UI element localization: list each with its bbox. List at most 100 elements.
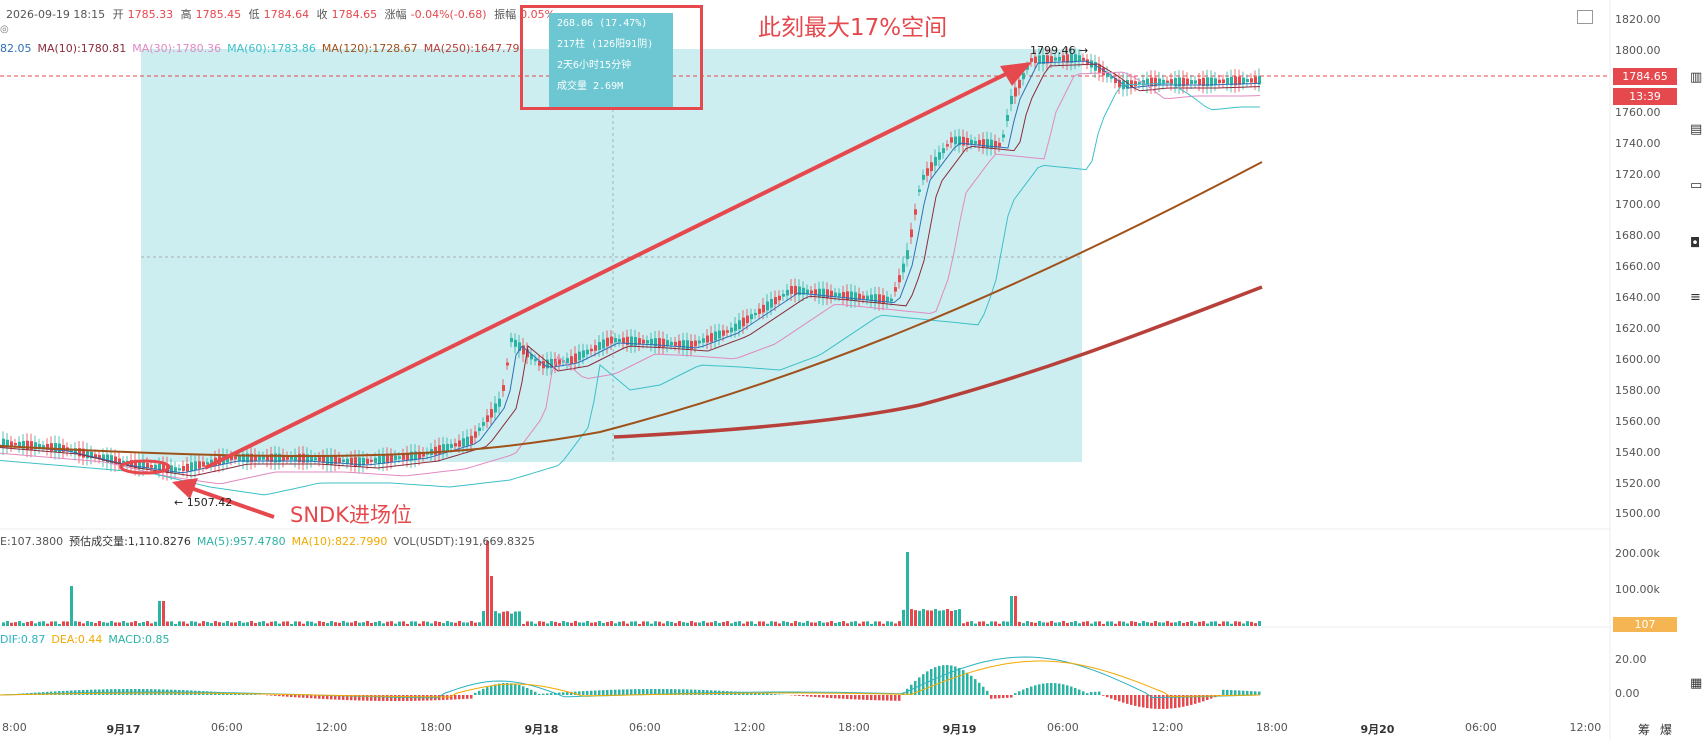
- candle-body: [678, 340, 681, 348]
- macd-bar: [238, 693, 241, 695]
- volume-bar: [98, 621, 101, 626]
- volume-bar: [110, 621, 113, 626]
- volume-bar: [142, 621, 145, 626]
- candle-body: [526, 349, 529, 358]
- stack-icon[interactable]: ≡: [1690, 290, 1701, 305]
- volume-bar: [222, 622, 225, 626]
- time-tick: 18:00: [1256, 721, 1288, 734]
- macd-bar: [346, 695, 349, 701]
- volume-bar: [1146, 622, 1149, 626]
- candle-body: [150, 465, 153, 468]
- macd-bar: [798, 695, 801, 696]
- measure-highlight-frame: [520, 5, 703, 110]
- volume-bar: [798, 622, 801, 626]
- volume-bar: [286, 621, 289, 626]
- volume-bar: [966, 621, 969, 626]
- candle-body: [830, 290, 833, 298]
- volume-bar: [1162, 622, 1165, 626]
- volume-bar: [274, 621, 277, 626]
- volume-bar: [946, 609, 949, 626]
- candle-body: [538, 360, 541, 366]
- candle-body: [998, 142, 1001, 147]
- candle-body: [354, 457, 357, 466]
- camera-icon[interactable]: ◘: [1690, 236, 1701, 251]
- candle-body: [994, 141, 997, 148]
- macd-bar: [754, 692, 757, 695]
- table-icon[interactable]: ▦: [1690, 676, 1703, 691]
- volume-bar: [218, 622, 221, 626]
- candle-body: [622, 337, 625, 344]
- candle-body: [106, 454, 109, 463]
- candle-body: [1138, 82, 1141, 85]
- volume-bar: [1194, 623, 1197, 626]
- volume-bar: [362, 622, 365, 626]
- candle-body: [1002, 134, 1005, 138]
- macd-bar: [318, 695, 321, 699]
- volume-bar: [314, 623, 317, 626]
- volume-bar: [850, 621, 853, 626]
- candle-body: [190, 462, 193, 472]
- volume-bar: [938, 610, 941, 626]
- macd-bar: [1170, 695, 1173, 709]
- candle-body: [402, 454, 405, 460]
- volume-bar: [614, 623, 617, 626]
- fullscreen-icon[interactable]: [1577, 10, 1593, 24]
- volume-bar: [482, 611, 485, 626]
- volume-bar: [962, 623, 965, 626]
- eye-icon[interactable]: ◎: [0, 24, 9, 35]
- volume-bar: [1106, 621, 1109, 626]
- volume-bar: [534, 623, 537, 626]
- price-tick: 1680.00: [1615, 229, 1661, 243]
- volume-bar: [950, 610, 953, 626]
- macd-bar: [642, 689, 645, 695]
- volume-bar: [6, 621, 9, 626]
- measure-icon[interactable]: ▤: [1690, 122, 1703, 137]
- liquidation-label[interactable]: 爆: [1660, 723, 1673, 737]
- macd-indicator-0: DIF:0.87: [0, 633, 46, 646]
- volume-bar: [526, 621, 529, 626]
- candle-body: [1174, 78, 1177, 86]
- volume-bar: [618, 621, 621, 626]
- volume-bar: [1014, 596, 1017, 626]
- macd-bar: [690, 689, 693, 695]
- volume-bar: [866, 621, 869, 626]
- volume-bar: [174, 623, 177, 626]
- macd-bar: [962, 670, 965, 695]
- macd-bar: [1102, 695, 1105, 696]
- candle-body: [370, 459, 373, 462]
- volume-bar: [1202, 621, 1205, 626]
- macd-indicator-1: DEA:0.44: [51, 633, 103, 646]
- macd-bar: [618, 689, 621, 695]
- candle-body: [766, 301, 769, 311]
- volume-tag: 107: [1613, 617, 1677, 632]
- macd-bar: [1154, 695, 1157, 709]
- macd-bar: [306, 695, 309, 699]
- macd-bar: [678, 689, 681, 695]
- macd-bar: [562, 692, 565, 695]
- volume-bar: [998, 623, 1001, 626]
- volume-bar: [870, 623, 873, 626]
- candle-body: [1162, 79, 1165, 85]
- macd-bar: [438, 695, 441, 701]
- volume-bar: [982, 621, 985, 626]
- candle-body: [1110, 76, 1113, 79]
- etf-icon[interactable]: ▭: [1690, 178, 1703, 193]
- volume-bar: [606, 621, 609, 626]
- volume-bar: [586, 621, 589, 626]
- volume-bar: [530, 621, 533, 626]
- volume-bar: [1082, 621, 1085, 626]
- volume-bar: [846, 623, 849, 626]
- chips-label[interactable]: 筹: [1638, 723, 1651, 737]
- ma-indicator-4: MA(120):1728.67: [321, 42, 418, 55]
- candle-body: [578, 351, 581, 361]
- volume-bar: [154, 621, 157, 626]
- macd-bar: [1122, 695, 1125, 703]
- volume-bar: [634, 621, 637, 626]
- volume-bar: [834, 622, 837, 626]
- volume-bar: [90, 621, 93, 626]
- volume-bar: [310, 621, 313, 626]
- macd-bar: [954, 666, 957, 695]
- candle-chart-icon[interactable]: ▥: [1690, 70, 1703, 85]
- volume-bar: [1046, 622, 1049, 626]
